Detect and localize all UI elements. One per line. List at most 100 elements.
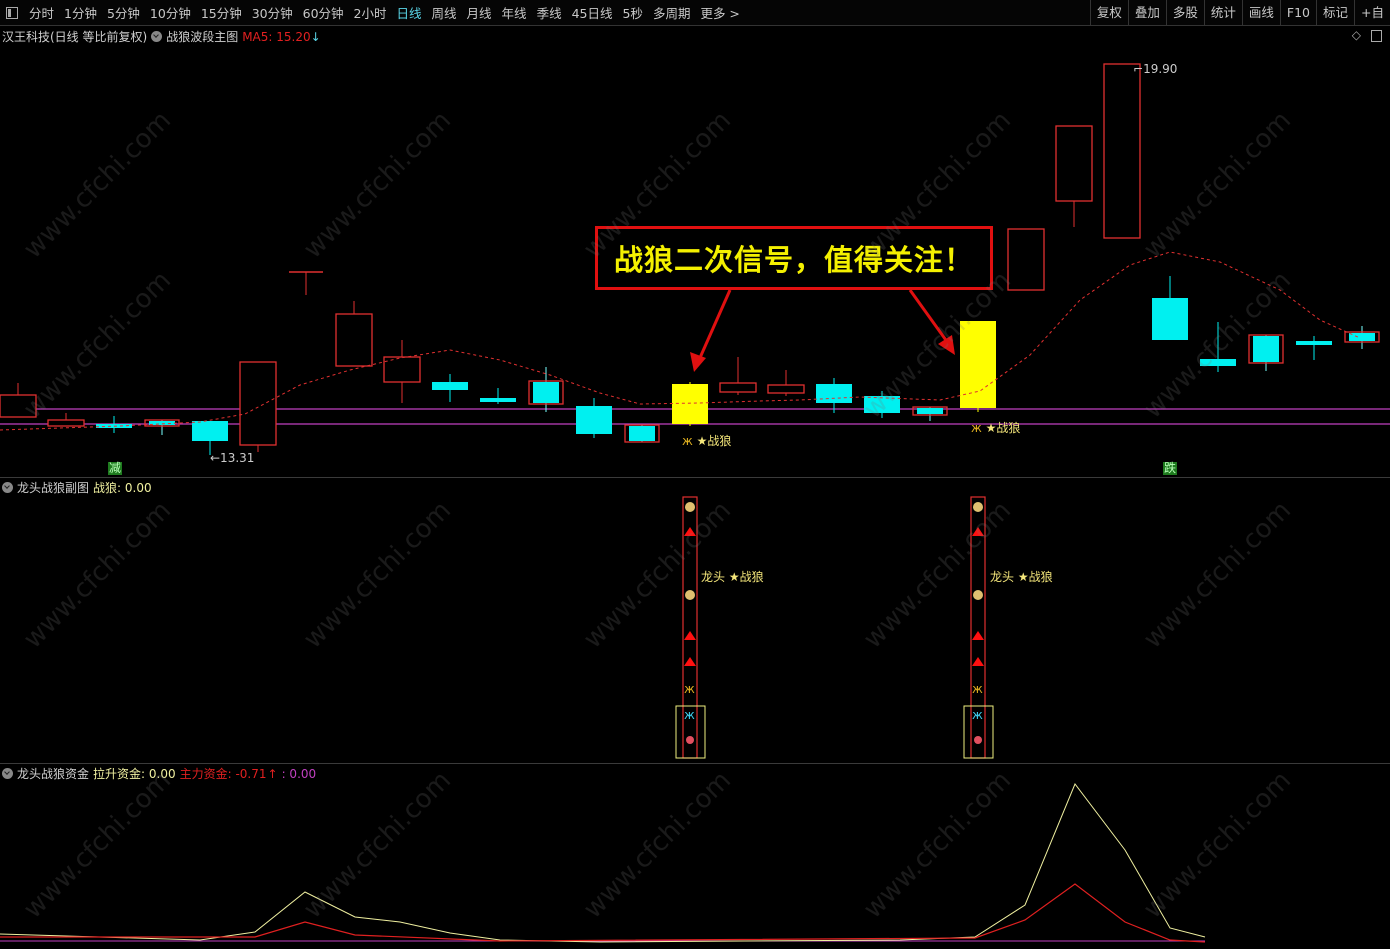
period-tab[interactable]: 2小时 [353,6,387,21]
candle-body [432,382,468,390]
main-fund-value: 主力资金: -0.71 [179,767,267,781]
period-tabs: 分时 1分钟 5分钟 10分钟 15分钟 30分钟 60分钟 2小时 日线 周线 月线 年线 季线 45日… [24,3,745,22]
toolbar-button[interactable]: 统计 [1203,0,1242,26]
candle-body [1200,359,1236,366]
sub-panel-title[interactable]: 龙头战狼副图 [17,481,90,495]
candle-body [767,384,805,394]
callout-arrowhead [690,352,706,372]
toolbar-button[interactable]: 叠加 [1127,0,1166,26]
candle-body [864,396,900,413]
low-price-label: ←13.31 [210,451,255,465]
sub-signal-label-1: 龙头 ★战狼 [701,570,764,584]
period-tab[interactable]: 60分钟 [302,6,344,21]
callout-arrow [697,289,732,361]
stock-title: 汉王科技(日线 等比前复权) [2,30,148,44]
candle-outline [912,406,948,416]
flower-icon [974,736,982,744]
candle-outline [624,424,660,443]
period-tab[interactable]: 45日线 [571,6,613,21]
candle-outline [528,380,564,405]
period-tab[interactable]: 周线 [431,6,457,21]
candle-body [192,421,228,441]
panel-toggle-icon[interactable] [1371,30,1382,42]
period-tab[interactable]: 15分钟 [200,6,242,21]
butterfly-icon: ж [684,708,695,722]
flower-icon [686,736,694,744]
period-tab[interactable]: 分时 [29,6,55,21]
up-triangle-icon [684,631,696,640]
money-bag-icon [685,502,695,512]
indicator-name[interactable]: 战狼波段主图 [166,30,239,44]
candle-body [335,313,373,367]
main-panel-header: 汉王科技(日线 等比前复权) 战狼波段主图 MA5: 15.20 ↓ [2,28,321,45]
toolbar-button[interactable]: 多股 [1165,0,1204,26]
up-triangle-icon [972,527,984,536]
period-tab[interactable]: 季线 [536,6,562,21]
period-tab[interactable]: 月线 [466,6,492,21]
candle-body [816,384,852,403]
sub-panel-header: 龙头战狼副图 战狼: 0.00 [2,479,152,496]
fund-panel-title[interactable]: 龙头战狼资金 [17,767,90,781]
signal-label-2: ж ★战狼 [971,421,1021,435]
period-tab[interactable]: 更多 > [700,6,740,21]
toolbar-button[interactable]: +自 [1354,0,1390,26]
candle-body [960,321,996,408]
candle-body [1007,228,1045,291]
candle-body [917,408,943,414]
candle-body [1349,333,1375,341]
up-triangle-icon [684,657,696,666]
candle-body [672,384,708,424]
indicator-dropdown-icon[interactable] [151,31,163,42]
sub-dropdown-icon[interactable] [2,482,13,493]
period-tab[interactable]: 多周期 [652,6,691,21]
fund-dropdown-icon[interactable] [2,768,13,779]
toolbar-button[interactable]: 标记 [1316,0,1354,26]
panel-divider[interactable] [0,477,1390,478]
diamond-icon[interactable]: ◇ [1351,28,1361,42]
candle-body [383,356,421,383]
period-tab[interactable]: 5分钟 [106,6,140,21]
candle-body [1152,298,1188,340]
candle-body [239,361,277,446]
ma5-arrow-icon: ↓ [310,29,321,44]
up-triangle-icon [684,527,696,536]
candle-body [533,382,559,403]
candle-outline [144,419,180,427]
money-bag-icon [973,502,983,512]
butterfly-icon: ж [972,708,983,722]
period-tab[interactable]: 1分钟 [64,6,97,21]
high-price-label: ⌐19.90 [1133,62,1178,76]
period-tab[interactable]: 5秒 [622,6,643,21]
period-tab[interactable]: 日线 [396,6,422,21]
candle-body [629,426,655,441]
candle-body [1103,63,1141,239]
candle-outline [1344,331,1380,343]
toolbar-button[interactable]: 复权 [1089,0,1128,26]
candle-body [149,421,175,425]
period-tab[interactable]: 30分钟 [251,6,293,21]
period-tab[interactable]: 10分钟 [149,6,191,21]
butterfly-icon: ж [682,434,693,448]
signal-label-1: ж ★战狼 [682,434,732,448]
period-tab[interactable]: 年线 [501,6,527,21]
signal-box [675,705,706,759]
callout-arrowhead [938,335,955,355]
ma5-line [0,251,1361,431]
butterfly-icon: ж [971,421,982,435]
butterfly-icon: ж [972,682,983,696]
zhanlang-value: 战狼: 0.00 [93,481,152,495]
panel-divider[interactable] [0,763,1390,764]
marker-fall: 跌 [1163,461,1178,475]
lift-fund-line [0,783,1206,943]
candle-body [1253,336,1279,362]
toolbar-button[interactable]: 画线 [1241,0,1280,26]
sidebar-toggle-icon[interactable] [6,6,18,19]
marker-reduce: 减 [108,461,123,475]
fund-panel-header: 龙头战狼资金 拉升资金: 0.00 主力资金: -0.71 ↑ : 0.00 [2,765,316,782]
candle-body [1055,125,1093,202]
period-toolbar: 分时 1分钟 5分钟 10分钟 15分钟 30分钟 60分钟 2小时 日线 周线 月线 年线 季线 45日… [0,0,1390,26]
toolbar-button[interactable]: F10 [1279,0,1316,26]
signal-callout-box: 战狼二次信号，值得关注！ [595,226,993,290]
candle-body [480,398,516,402]
